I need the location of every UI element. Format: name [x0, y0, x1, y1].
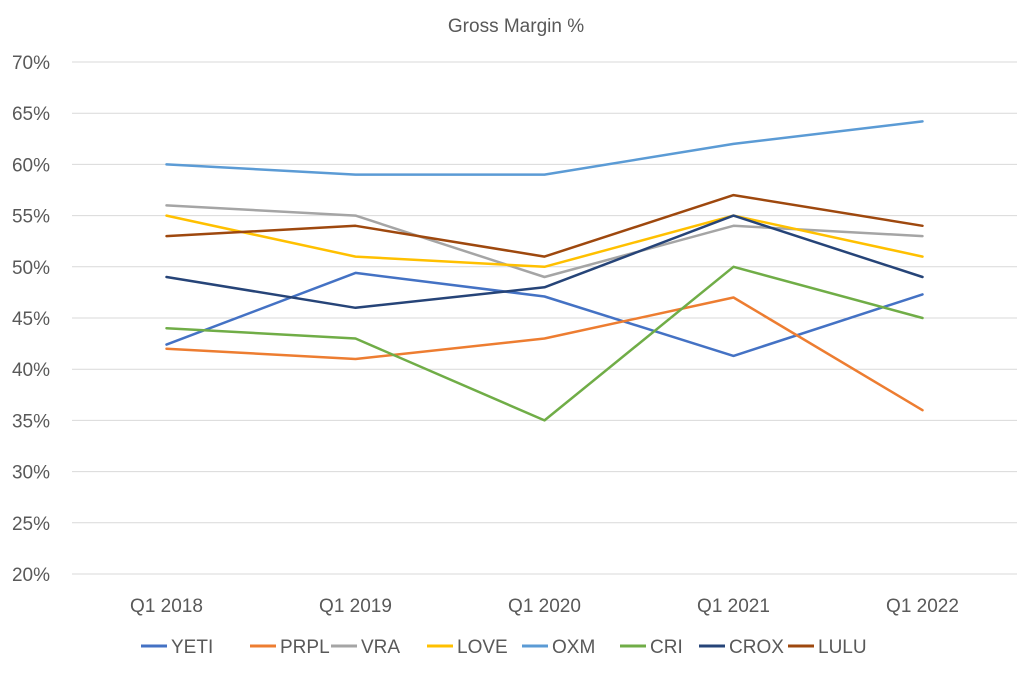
legend-label-lulu: LULU	[818, 637, 867, 658]
y-tick-label: 40%	[12, 360, 50, 381]
legend-label-crox: CROX	[729, 637, 784, 658]
y-tick-label: 45%	[12, 309, 50, 330]
x-tick-label: Q1 2018	[130, 596, 203, 617]
legend: YETI PRPL VRA LOVE OXM CRI CROX LULU	[141, 637, 867, 658]
y-tick-label: 50%	[12, 258, 50, 279]
legend-label-yeti: YETI	[171, 637, 213, 658]
gridlines	[72, 61, 1017, 575]
series-line-love	[165, 214, 924, 269]
chart-title: Gross Margin %	[448, 16, 584, 37]
y-tick-label: 70%	[12, 53, 50, 74]
series-line-cri	[165, 265, 924, 422]
series-line-prpl	[165, 296, 924, 412]
legend-label-oxm: OXM	[552, 637, 595, 658]
y-tick-label: 65%	[12, 104, 50, 125]
x-tick-label: Q1 2022	[886, 596, 959, 617]
legend-label-love: LOVE	[457, 637, 508, 658]
legend-label-cri: CRI	[650, 637, 683, 658]
x-axis-ticks: Q1 2018 Q1 2019 Q1 2020 Q1 2021 Q1 2022	[130, 596, 959, 617]
x-tick-label: Q1 2020	[508, 596, 581, 617]
y-tick-label: 25%	[12, 514, 50, 535]
y-tick-label: 20%	[12, 565, 50, 586]
y-axis-ticks: 20% 25% 30% 35% 40% 45% 50% 55% 60% 65% 70%	[12, 53, 50, 586]
y-tick-label: 30%	[12, 463, 50, 484]
series-line-crox	[165, 214, 924, 310]
y-tick-label: 55%	[12, 207, 50, 228]
legend-label-prpl: PRPL	[280, 637, 330, 658]
series-line-lulu	[165, 193, 924, 258]
x-tick-label: Q1 2021	[697, 596, 770, 617]
series-lines	[165, 120, 924, 422]
x-tick-label: Q1 2019	[319, 596, 392, 617]
series-line-oxm	[165, 120, 924, 176]
legend-label-vra: VRA	[361, 637, 400, 658]
y-tick-label: 35%	[12, 411, 50, 432]
y-tick-label: 60%	[12, 155, 50, 176]
